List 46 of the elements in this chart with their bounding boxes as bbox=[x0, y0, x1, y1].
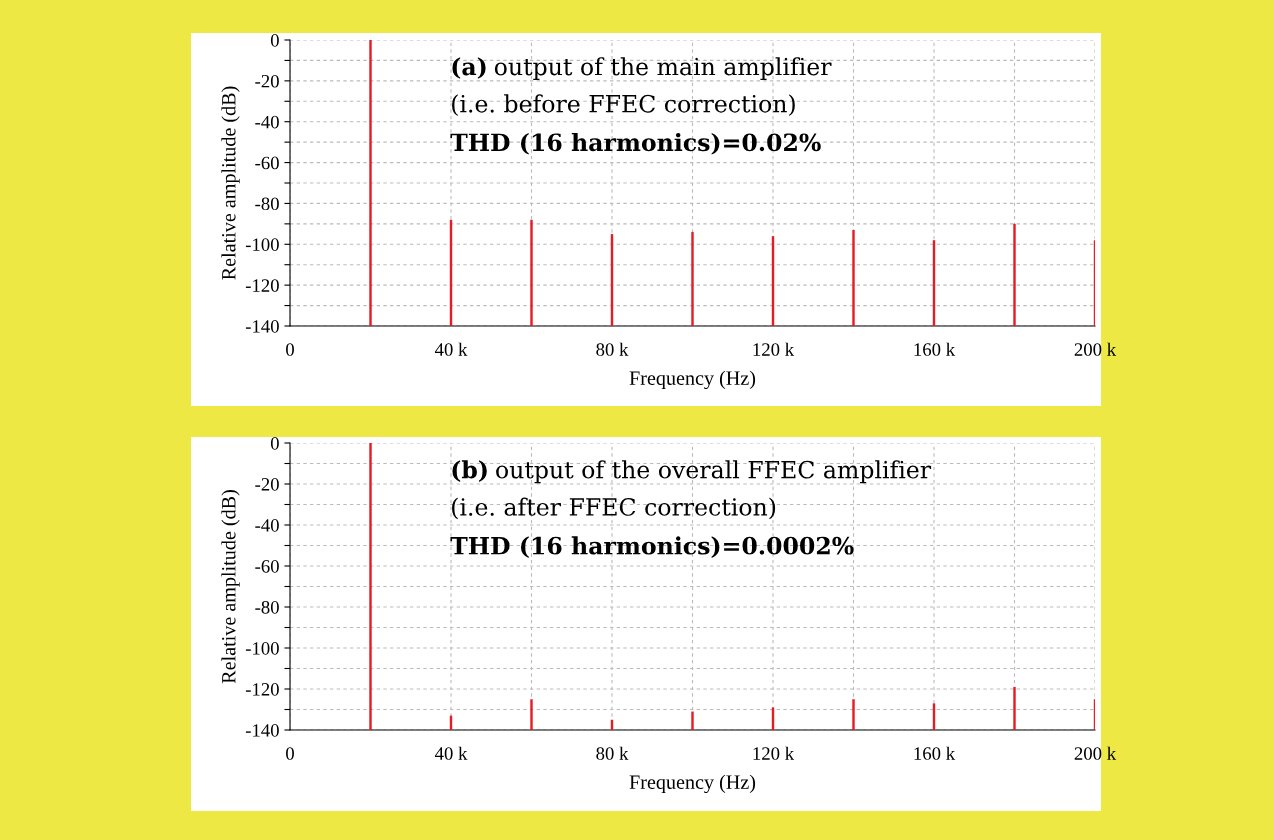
x-tick-label: 80 k bbox=[596, 342, 629, 356]
annotation: THD (16 harmonics)=0.02% bbox=[450, 132, 821, 155]
x-axis-title: Frequency (Hz) bbox=[629, 774, 756, 794]
x-tick-label: 80 k bbox=[596, 746, 629, 760]
x-tick-label: 160 k bbox=[914, 342, 956, 356]
x-tick-label: 40 k bbox=[434, 746, 468, 760]
y-axis-title: Relative amplitude (dB) bbox=[221, 86, 240, 280]
x-tick-label: 120 k bbox=[753, 342, 795, 356]
y-tick-label: -60 bbox=[255, 560, 279, 573]
y-tick-label: -20 bbox=[255, 74, 279, 88]
y-tick-label: -100 bbox=[245, 238, 279, 251]
x-axis-title: Frequency (Hz) bbox=[629, 370, 756, 390]
x-tick-label: 0 bbox=[286, 747, 294, 760]
bar bbox=[691, 711, 694, 730]
bar bbox=[1013, 223, 1016, 326]
y-axis-title: Relative amplitude (dB) bbox=[221, 490, 240, 684]
y-tick-label: 0 bbox=[270, 437, 279, 450]
y-tick-label: -40 bbox=[255, 519, 279, 532]
x-tick-label: 0 bbox=[286, 343, 294, 356]
y-tick-label: -40 bbox=[255, 115, 279, 129]
y-tick-label: -100 bbox=[245, 642, 279, 655]
y-tick-label: -120 bbox=[245, 683, 279, 696]
annotation: (b) bbox=[452, 460, 487, 482]
y-tick-label: 0 bbox=[270, 34, 279, 47]
bar bbox=[530, 699, 533, 730]
y-tick-label: -80 bbox=[255, 601, 279, 614]
x-tick-label: 160 k bbox=[914, 746, 956, 760]
annotation: (i.e. before FFEC correction) bbox=[452, 94, 795, 116]
y-tick-label: -60 bbox=[255, 156, 279, 170]
annotation: output of the overall FFEC amplifier bbox=[496, 460, 932, 484]
x-tick-label: 40 k bbox=[434, 342, 468, 356]
bar bbox=[852, 699, 855, 730]
annotation: (a) bbox=[452, 57, 486, 79]
annotation: (i.e. after FFEC correction) bbox=[452, 497, 776, 520]
y-tick-label: -20 bbox=[255, 478, 279, 491]
annotation: output of the main amplifier bbox=[494, 57, 832, 81]
y-tick-label: -140 bbox=[245, 320, 279, 333]
bar bbox=[1013, 686, 1016, 730]
bar bbox=[691, 232, 694, 326]
annotation: THD (16 harmonics)=0.0002% bbox=[450, 536, 854, 558]
y-tick-label: -140 bbox=[245, 724, 279, 737]
y-tick-label: -120 bbox=[245, 279, 279, 292]
bar bbox=[530, 219, 533, 326]
y-tick-label: -80 bbox=[255, 197, 279, 211]
x-tick-label: 120 k bbox=[753, 746, 795, 760]
bar bbox=[852, 229, 855, 326]
